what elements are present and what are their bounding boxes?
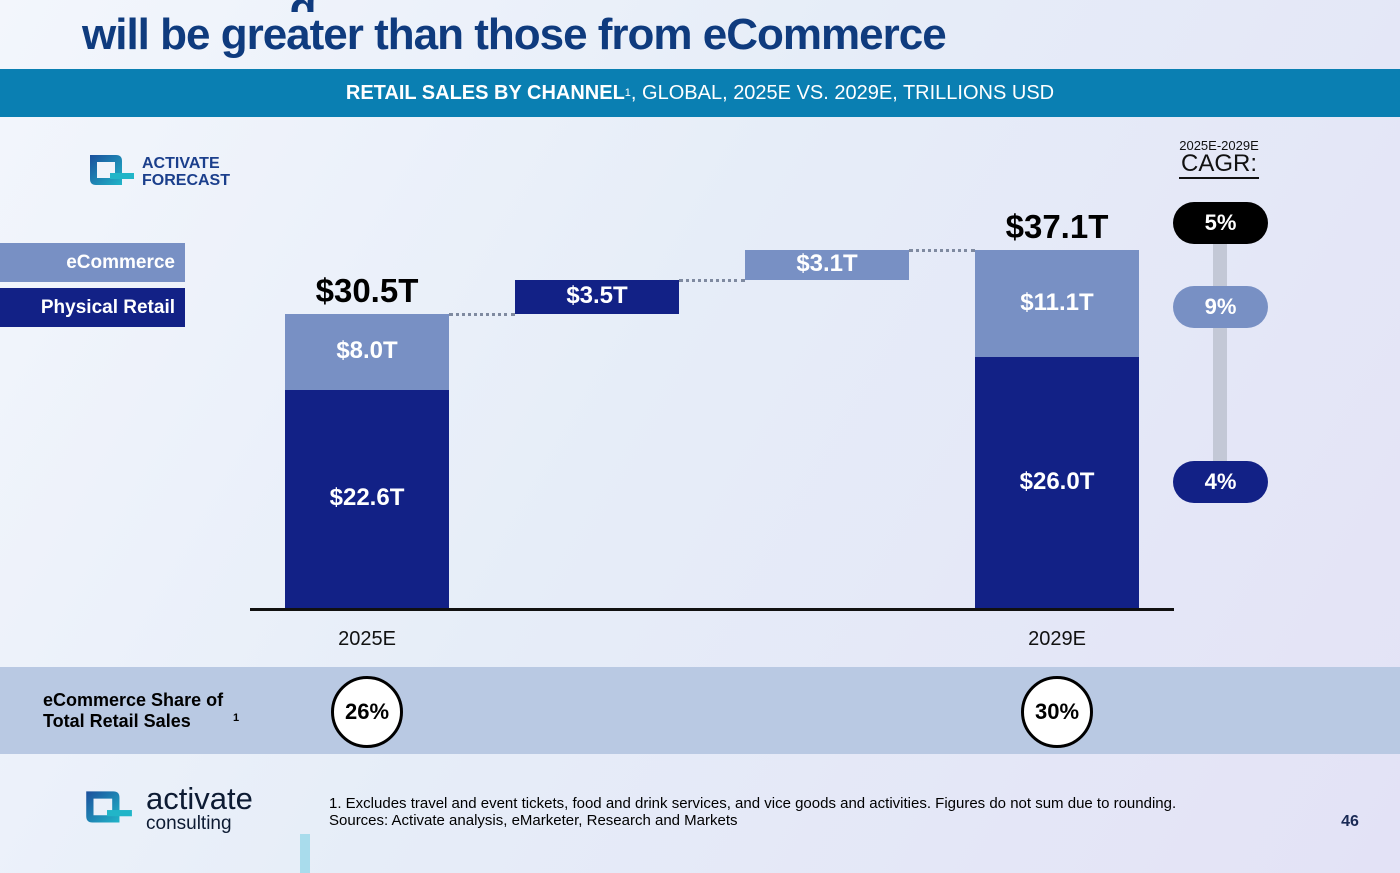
ecommerce-share-band bbox=[0, 667, 1400, 754]
page-title-line2: will be greater than those from eCommerc… bbox=[82, 10, 947, 59]
ecommerce-share-label-text: eCommerce Share of Total Retail Sales bbox=[43, 690, 224, 731]
cagr-pill-physical: 4% bbox=[1173, 461, 1268, 503]
cagr-heading: CAGR: bbox=[1160, 150, 1278, 179]
step-physical-growth-label: $3.5T bbox=[566, 281, 628, 309]
activate-logo-icon bbox=[86, 791, 132, 823]
forecast-logo-line1: ACTIVATE bbox=[142, 155, 220, 172]
footnote-1: 1. Excludes travel and event tickets, fo… bbox=[329, 795, 1177, 812]
connector-line-2 bbox=[679, 278, 745, 282]
footer-logo-sub: consulting bbox=[146, 813, 232, 834]
cagr-pill-ecommerce: 9% bbox=[1173, 286, 1268, 328]
step-physical-growth: $3.5T bbox=[515, 279, 679, 314]
banner-footnote-mark: 1 bbox=[624, 87, 631, 99]
legend-ecommerce-label: eCommerce bbox=[66, 252, 175, 273]
bar-2029e-physical-label: $26.0T bbox=[1019, 467, 1095, 495]
cagr-pill-total: 5% bbox=[1173, 202, 1268, 244]
page-number: 46 bbox=[1341, 813, 1359, 830]
x-tick-2025e: 2025E bbox=[338, 628, 396, 650]
bar-2025e-ecommerce: $8.0T bbox=[285, 313, 449, 390]
banner-bold: RETAIL SALES BY CHANNEL bbox=[345, 81, 625, 104]
x-axis-line bbox=[250, 608, 1174, 611]
cagr-period: 2025E-2029E bbox=[1179, 138, 1259, 153]
ecommerce-share-label: eCommerce Share of Total Retail Sales 1 bbox=[43, 690, 239, 732]
activate-consulting-logo: activate consulting bbox=[80, 781, 253, 834]
page-title: … , … , … g … will be greater than those… bbox=[82, 0, 947, 59]
share-circle-2025e: 26% bbox=[331, 676, 403, 748]
footer-logo-name: activate bbox=[146, 781, 253, 816]
chart-banner: RETAIL SALES BY CHANNEL 1, GLOBAL, 2025E … bbox=[0, 69, 1400, 117]
bar-2029e-physical: $26.0T bbox=[975, 357, 1139, 608]
step-ecommerce-growth-label: $3.1T bbox=[796, 249, 858, 277]
page-title-partial-line: … , … , … g … bbox=[82, 0, 946, 12]
share-circle-2029e: 30% bbox=[1021, 676, 1093, 748]
connector-line-1 bbox=[449, 312, 515, 316]
sources-line: Sources: Activate analysis, eMarketer, R… bbox=[329, 812, 738, 829]
bar-2025e-ecommerce-label: $8.0T bbox=[336, 336, 398, 364]
step-ecommerce-growth: $3.1T bbox=[745, 250, 909, 280]
activate-forecast-logo: ACTIVATE FORECAST bbox=[84, 151, 230, 193]
total-label-2029e: $37.1T bbox=[1005, 208, 1109, 245]
banner-rest: , GLOBAL, 2025E VS. 2029E, TRILLIONS USD bbox=[630, 81, 1055, 104]
bar-2029e-ecommerce: $11.1T bbox=[975, 250, 1139, 358]
total-label-2025e: $30.5T bbox=[315, 271, 419, 309]
bar-2025e-physical-label: $22.6T bbox=[329, 483, 405, 511]
share-footnote-mark: 1 bbox=[233, 712, 240, 724]
connector-line-3 bbox=[909, 249, 975, 252]
activate-logo-icon bbox=[90, 155, 134, 185]
legend-physical-retail: Physical Retail bbox=[0, 288, 185, 327]
accent-bar bbox=[300, 834, 310, 873]
footnotes: 1. Excludes travel and event tickets, fo… bbox=[329, 795, 1176, 829]
bar-2029e-ecommerce-label: $11.1T bbox=[1020, 288, 1094, 316]
legend-ecommerce: eCommerce bbox=[0, 243, 185, 282]
legend-physical-label: Physical Retail bbox=[40, 297, 175, 318]
cagr-heading-text: CAGR: bbox=[1178, 150, 1259, 179]
bar-2025e-physical: $22.6T bbox=[285, 389, 449, 608]
cagr-track bbox=[1213, 222, 1227, 484]
x-tick-2029e: 2029E bbox=[1028, 628, 1086, 650]
forecast-logo-line2: FORECAST bbox=[142, 172, 230, 189]
